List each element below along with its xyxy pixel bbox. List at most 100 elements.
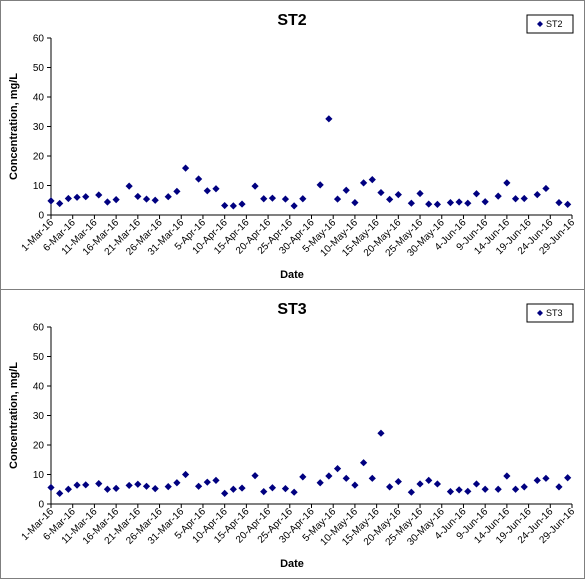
data-point: [212, 476, 220, 484]
data-point: [281, 485, 290, 493]
data-point: [195, 175, 203, 183]
data-point: [64, 485, 72, 493]
data-point: [464, 199, 472, 207]
data-point: [212, 185, 220, 193]
data-point: [151, 485, 159, 493]
y-tick-label: 60: [33, 323, 45, 334]
data-point: [221, 201, 229, 210]
data-point: [95, 191, 103, 199]
data-point: [542, 474, 550, 482]
y-tick-label: 10: [33, 181, 45, 192]
data-point: [181, 470, 190, 479]
data-point: [472, 190, 481, 198]
data-point: [394, 477, 402, 486]
data-point: [325, 115, 333, 123]
y-tick-label: 0: [38, 211, 44, 222]
y-axis-label: Concentration, mg/L: [8, 73, 20, 180]
data-point: [56, 199, 64, 208]
data-point: [103, 485, 112, 493]
data-point: [377, 429, 385, 437]
data-point: [433, 480, 442, 488]
data-point: [203, 187, 211, 195]
y-tick-label: 30: [33, 411, 45, 422]
data-point: [260, 195, 268, 203]
data-point: [82, 481, 90, 489]
data-point: [125, 481, 133, 490]
data-point: [564, 200, 572, 208]
data-point: [47, 483, 55, 492]
data-point: [73, 193, 81, 201]
data-point: [520, 483, 528, 491]
data-point: [555, 199, 563, 207]
y-tick-label: 40: [33, 93, 45, 104]
chart-title: ST2: [277, 12, 306, 29]
data-point: [351, 199, 359, 207]
data-point: [316, 479, 324, 487]
data-point: [416, 480, 424, 488]
legend-label: ST3: [546, 308, 563, 318]
data-point: [333, 465, 342, 473]
data-point: [82, 193, 90, 201]
data-point: [290, 202, 298, 210]
data-point: [181, 164, 190, 172]
data-point: [299, 195, 307, 203]
chart-title: ST3: [277, 301, 306, 318]
data-point: [464, 487, 472, 495]
y-tick-label: 0: [38, 500, 44, 511]
data-point: [368, 176, 376, 184]
data-point: [125, 182, 133, 190]
data-point: [407, 488, 415, 496]
y-tick-label: 50: [33, 63, 45, 74]
data-point: [73, 481, 81, 489]
data-point: [446, 199, 455, 207]
data-point: [511, 195, 520, 203]
data-point: [316, 181, 324, 189]
y-tick-label: 40: [33, 382, 45, 393]
data-point: [520, 194, 528, 203]
data-point: [251, 182, 259, 190]
data-point: [360, 459, 368, 467]
data-point: [533, 476, 541, 484]
data-point: [386, 483, 394, 491]
data-point: [134, 192, 142, 201]
data-point: [494, 192, 502, 200]
data-point: [142, 195, 151, 203]
data-point: [377, 188, 385, 197]
data-point: [542, 184, 550, 193]
data-point: [481, 198, 489, 206]
chart-st3: ST301020304050601-Mar-166-Mar-1611-Mar-1…: [8, 301, 577, 570]
data-point: [195, 482, 203, 490]
data-point: [229, 202, 237, 210]
data-point: [360, 179, 368, 187]
data-point: [112, 196, 120, 204]
data-point: [446, 488, 455, 496]
y-tick-label: 20: [33, 441, 45, 452]
data-point: [281, 195, 290, 203]
legend: ST2: [526, 14, 574, 34]
legend-marker: [537, 21, 543, 27]
data-point: [503, 179, 511, 187]
chart-panel-st2: ST2 0 10 20 30 40 50 60 1-Mar-16 6-Mar-16 11-Mar-1…: [0, 0, 585, 290]
data-point: [494, 485, 502, 493]
data-point: [268, 194, 277, 202]
data-point: [290, 488, 298, 496]
data-point: [481, 485, 489, 493]
data-point: [238, 200, 246, 208]
data-point: [407, 199, 415, 207]
data-point: [112, 484, 120, 492]
y-tick-label: 60: [33, 34, 45, 45]
data-point: [203, 478, 211, 486]
data-point: [333, 195, 342, 203]
data-point: [511, 485, 520, 493]
data-point: [173, 479, 181, 487]
y-tick-label: 10: [33, 470, 45, 481]
data-point: [47, 197, 55, 205]
data-point: [103, 198, 112, 206]
data-point: [325, 472, 333, 480]
data-point: [342, 186, 350, 194]
legend-box: [526, 14, 574, 34]
legend-box: [526, 303, 574, 323]
data-point: [299, 473, 307, 481]
data-point: [164, 482, 172, 491]
